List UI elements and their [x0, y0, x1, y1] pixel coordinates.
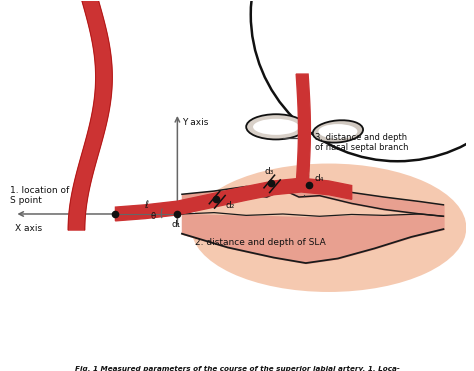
Circle shape: [251, 0, 474, 161]
Ellipse shape: [253, 119, 299, 135]
Ellipse shape: [246, 114, 306, 139]
Ellipse shape: [313, 120, 363, 142]
Text: ℓ: ℓ: [145, 200, 148, 210]
Text: θ: θ: [151, 213, 156, 221]
Text: d₂: d₂: [226, 201, 235, 210]
Text: d₁: d₁: [172, 220, 181, 229]
Polygon shape: [68, 1, 112, 230]
Text: d₃: d₃: [264, 167, 274, 176]
Polygon shape: [116, 178, 352, 221]
Text: 1. location of
S point: 1. location of S point: [10, 186, 69, 205]
Ellipse shape: [319, 124, 357, 139]
Text: X axis: X axis: [15, 224, 42, 233]
Polygon shape: [296, 74, 310, 185]
Ellipse shape: [191, 164, 466, 292]
Text: Fig. 1 Measured parameters of the course of the superior labial artery. 1. Loca-: Fig. 1 Measured parameters of the course…: [74, 366, 400, 371]
Text: 3. distance and depth
of nasal septal branch: 3. distance and depth of nasal septal br…: [315, 133, 409, 152]
Text: d₄: d₄: [315, 174, 324, 183]
Text: 2. distance and depth of SLA: 2. distance and depth of SLA: [194, 238, 325, 247]
Text: Y axis: Y axis: [182, 118, 209, 127]
